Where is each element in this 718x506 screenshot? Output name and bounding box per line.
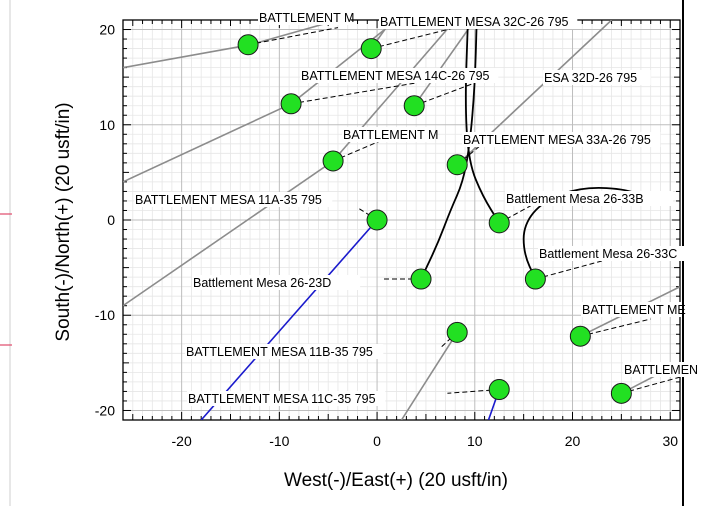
y-tick-label: 10 [99,117,115,133]
well-label-bg [258,10,351,25]
y-tick-label: 20 [99,22,115,38]
label-leader [248,27,339,46]
well-label: BATTLEMENT MESA 14C-26 795 [301,69,490,83]
well-label-bg [543,70,651,85]
well-label-bg [342,127,435,142]
well-label: BATTLEMENT MESA 11C-35 795 [188,392,376,406]
well-label-bg [192,275,361,290]
gray-wellpath [400,331,458,420]
well-markers [237,34,632,404]
well-label: BATTLEMENT MESA 32C-26 795 [380,15,569,29]
well-marker [488,212,510,234]
well-marker [322,150,344,172]
label-leader [535,260,602,280]
well-marker [366,209,388,231]
well-label: BATTLEMENT ME [582,303,686,317]
y-tick-labels: 20 10 0 -10 -20 [95,22,115,419]
y-tick-label: -20 [95,402,115,418]
well-marker [610,382,632,404]
blue-wellpath [200,219,378,420]
well-marker [569,325,591,347]
label-leader [371,27,456,50]
well-label-bg [581,302,682,317]
well-marker [403,95,425,117]
black-wellpath [522,186,647,280]
well-marker [488,379,510,401]
well-labels: BATTLEMENT MESA 11A-35 795 Battlement Mes… [134,10,707,406]
label-leader [580,318,651,337]
well-label-bg [185,344,384,359]
well-label: Battlement Mesa 26-23D [193,276,331,290]
well-label: Battlement Mesa 26-33B [506,192,644,206]
well-marker [446,154,468,176]
well-label-bg [623,362,693,377]
y-axis-title: South(-)/North(+) (20 usft/in) [53,102,74,341]
well-label: Battlement Mesa 26-33C [539,247,677,261]
gray-wellpath [413,20,476,107]
y-tick-label: -10 [95,307,115,323]
well-label: BATTLEMENT MESA 11B-35 795 [186,345,373,359]
well-label-bg [462,132,661,147]
blue-wellpaths [200,219,500,420]
well-marker [524,268,546,290]
well-label-bg [300,68,499,83]
well-label: BATTLEMENT M [259,11,354,25]
x-tick-label: 0 [373,433,381,449]
well-label-bg [134,192,333,207]
y-tick-label: 0 [107,212,115,228]
x-tick-label: 30 [662,433,678,449]
well-label: BATTLEMENT M [343,128,438,142]
well-marker [410,268,432,290]
x-tick-label: -20 [172,433,192,449]
x-tick-label: -10 [269,433,289,449]
black-wellpath [420,20,478,280]
x-axis-title: West(-)/East(+) (20 usft/in) [284,470,508,491]
well-label-bg [505,191,674,206]
x-tick-labels: -20 -10 0 10 20 30 [172,433,679,449]
x-tick-label: 10 [467,433,483,449]
label-leader [414,82,475,107]
well-label: BATTLEMENT MESA 11A-35 795 [135,193,322,207]
well-marker [360,38,382,60]
well-label-bg [379,14,578,29]
well-label: ESA 32D-26 795 [544,71,637,85]
well-marker [280,93,302,115]
label-leader [291,82,417,105]
well-marker [446,321,468,343]
x-tick-label: 20 [565,433,581,449]
well-label-bg [187,391,386,406]
well-marker [237,34,259,56]
well-label: BATTLEMEN [624,363,698,377]
well-label-bg [538,246,707,261]
well-label: BATTLEMENT MESA 33A-26 795 [463,133,651,147]
